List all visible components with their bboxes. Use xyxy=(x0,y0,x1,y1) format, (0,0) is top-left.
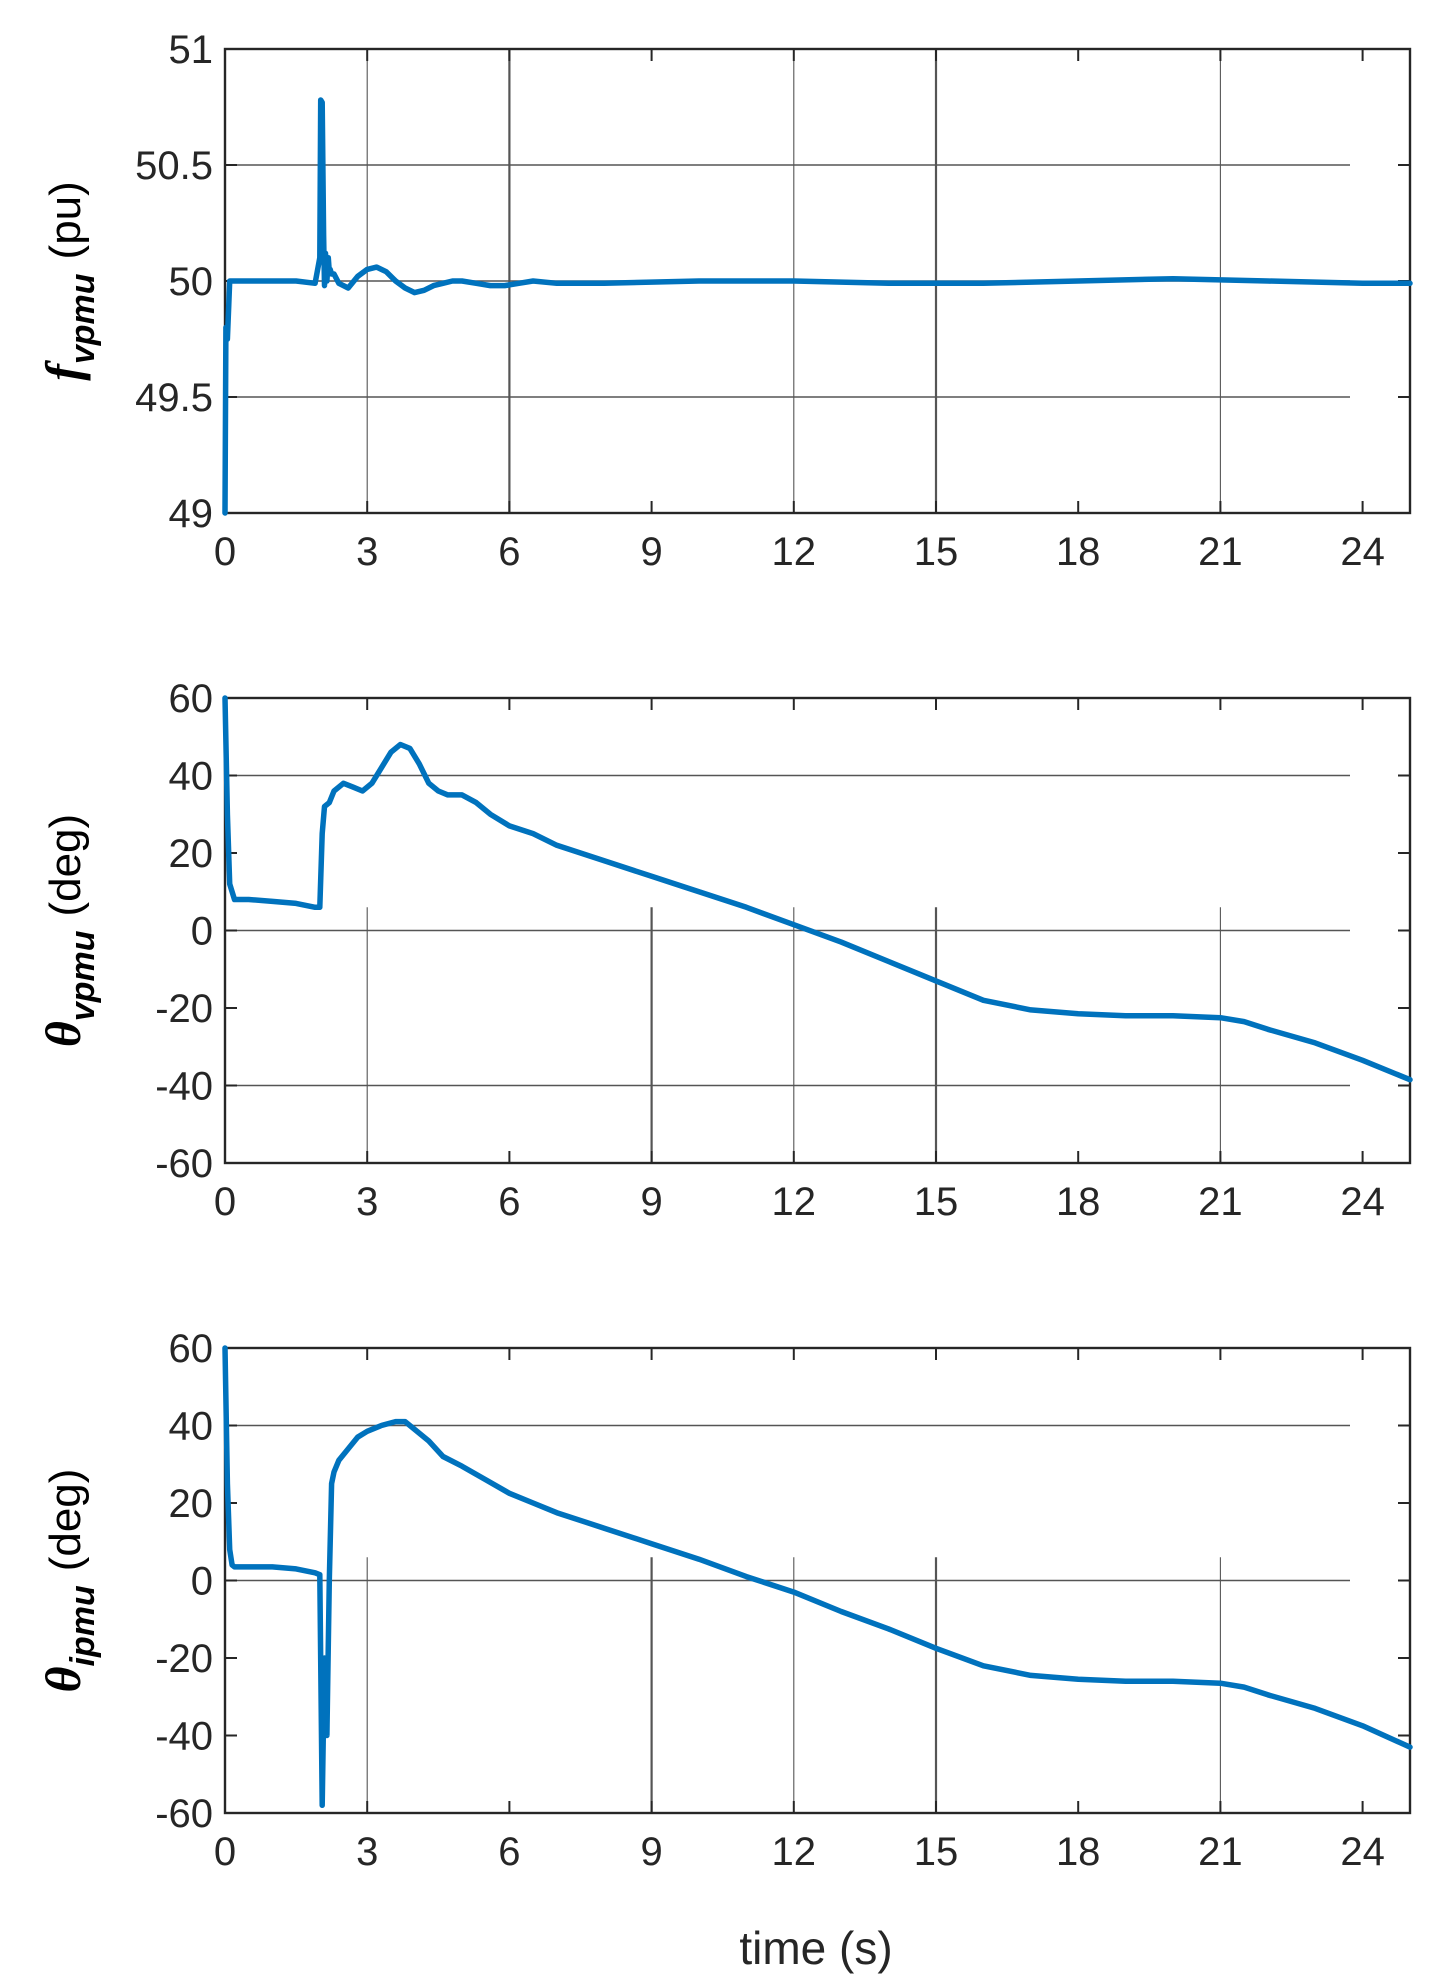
series-line-freq xyxy=(222,97,1413,516)
y-tick-label: 49 xyxy=(169,492,214,536)
y-tick-label: 20 xyxy=(169,1482,214,1526)
y-axis-label: θipmu (deg) xyxy=(35,1469,102,1693)
chart-voltage-angle: 0 3 6 9 12 15 18 21 24 -60 -40 -20 0 20 40 60 θvpmu (deg) xyxy=(35,677,1413,1224)
x-tick-label: 12 xyxy=(772,1180,817,1224)
x-tick-label: 6 xyxy=(498,1830,520,1874)
y-label-symbol: f xyxy=(35,360,91,381)
chart-frequency: 0 3 6 9 12 15 18 21 24 49 49.5 50 50.5 51 fvpmu (pu) xyxy=(35,28,1413,574)
y-tick-label: 20 xyxy=(169,832,214,876)
y-tick-label: 40 xyxy=(169,1405,214,1449)
y-tick-label: 50.5 xyxy=(135,144,213,188)
x-tick-label: 21 xyxy=(1198,1180,1243,1224)
x-tick-label: 15 xyxy=(914,530,959,574)
y-label-subscript: vpmu xyxy=(64,930,102,1021)
y-tick-label: 40 xyxy=(169,755,214,799)
x-tick-label: 18 xyxy=(1056,1180,1101,1224)
y-tick-label: -20 xyxy=(155,987,213,1031)
x-tick-label: 24 xyxy=(1340,1830,1385,1874)
x-tick-label: 12 xyxy=(772,1830,817,1874)
y-tick-label: 0 xyxy=(191,910,213,954)
x-tick-label: 24 xyxy=(1340,530,1385,574)
x-tick-label: 21 xyxy=(1198,1830,1243,1874)
x-tick-label: 6 xyxy=(498,1180,520,1224)
x-tick-label: 3 xyxy=(356,530,378,574)
y-tick-label: 51 xyxy=(169,28,214,72)
x-tick-label: 9 xyxy=(640,1180,662,1224)
y-tick-label: -20 xyxy=(155,1637,213,1681)
y-tick-label: -40 xyxy=(155,1715,213,1759)
series-line-vangle xyxy=(222,695,1413,1083)
chart-current-angle: 0 3 6 9 12 15 18 21 24 -60 -40 -20 0 20 40 60 θipmu (deg) xyxy=(35,1327,1413,1874)
x-tick-label: 15 xyxy=(914,1180,959,1224)
x-tick-label: 3 xyxy=(356,1180,378,1224)
x-tick-label: 24 xyxy=(1340,1180,1385,1224)
y-label-symbol: θ xyxy=(35,1021,91,1047)
y-axis-label: fvpmu (pu) xyxy=(35,181,102,381)
y-tick-label: -60 xyxy=(155,1142,213,1186)
y-label-unit: (deg) xyxy=(41,814,90,917)
y-label-unit: (pu) xyxy=(41,181,90,259)
x-tick-label: 18 xyxy=(1056,530,1101,574)
y-label-subscript: ipmu xyxy=(64,1585,102,1666)
y-tick-label: -60 xyxy=(155,1792,213,1836)
y-label-unit: (deg) xyxy=(41,1469,90,1572)
x-tick-label: 6 xyxy=(498,530,520,574)
x-tick-label: 0 xyxy=(214,530,236,574)
y-tick-label: 60 xyxy=(169,677,214,721)
y-tick-label: 49.5 xyxy=(135,376,213,420)
x-tick-label: 9 xyxy=(640,530,662,574)
x-tick-label: 0 xyxy=(214,1830,236,1874)
x-tick-label: 3 xyxy=(356,1830,378,1874)
y-tick-label: 60 xyxy=(169,1327,214,1371)
y-axis-label: θvpmu (deg) xyxy=(35,814,102,1047)
y-label-subscript: vpmu xyxy=(64,273,102,364)
x-axis-label: time (s) xyxy=(739,1922,892,1974)
x-tick-label: 12 xyxy=(772,530,817,574)
x-tick-label: 9 xyxy=(640,1830,662,1874)
y-label-symbol: θ xyxy=(35,1666,91,1692)
x-tick-label: 0 xyxy=(214,1180,236,1224)
y-tick-label: 0 xyxy=(191,1560,213,1604)
series-line-iangle xyxy=(222,1345,1413,1809)
y-tick-label: 50 xyxy=(169,260,214,304)
x-tick-label: 18 xyxy=(1056,1830,1101,1874)
x-tick-label: 15 xyxy=(914,1830,959,1874)
x-tick-label: 21 xyxy=(1198,530,1243,574)
y-tick-label: -40 xyxy=(155,1065,213,1109)
